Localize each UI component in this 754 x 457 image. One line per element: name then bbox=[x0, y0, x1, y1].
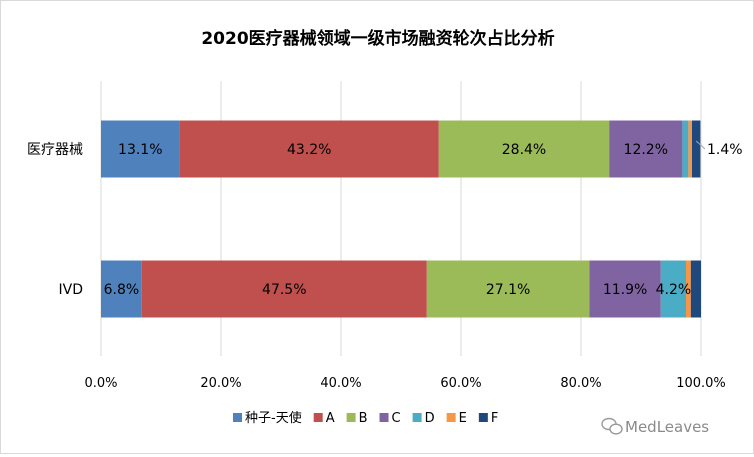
bar-segment bbox=[101, 260, 142, 318]
legend-label: E bbox=[459, 411, 467, 426]
x-tick-label: 80.0% bbox=[560, 376, 601, 391]
legend-swatch bbox=[233, 413, 242, 422]
legend-label: D bbox=[425, 411, 435, 426]
x-tick-label: 60.0% bbox=[440, 376, 481, 391]
x-tick-label: 40.0% bbox=[320, 376, 361, 391]
legend-label: F bbox=[491, 411, 498, 426]
data-label: 4.2% bbox=[656, 282, 692, 298]
bar-segment bbox=[101, 120, 180, 178]
data-label: 43.2% bbox=[287, 142, 331, 158]
x-tick-label: 100.0% bbox=[676, 376, 726, 391]
bars bbox=[101, 120, 701, 318]
bar-segment bbox=[686, 260, 691, 318]
legend-label: C bbox=[392, 411, 401, 426]
bar-segment bbox=[438, 120, 610, 178]
data-label: 1.4% bbox=[707, 142, 743, 158]
bar-segment bbox=[426, 260, 590, 318]
category-labels: 医疗器械 IVD bbox=[27, 142, 83, 298]
watermark: MedLeaves bbox=[601, 417, 709, 436]
data-label: 12.2% bbox=[624, 142, 668, 158]
bar-segment bbox=[682, 120, 689, 178]
legend-label: B bbox=[359, 411, 368, 426]
legend-swatch bbox=[346, 413, 356, 422]
legend-swatch bbox=[412, 413, 422, 422]
x-tick-label: 0.0% bbox=[84, 376, 117, 391]
data-label: 13.1% bbox=[118, 142, 162, 158]
bar-segment bbox=[609, 120, 683, 178]
category-label: 医疗器械 bbox=[27, 142, 83, 158]
legend-swatch bbox=[313, 413, 323, 422]
bar-segment bbox=[589, 260, 661, 318]
data-label: 28.4% bbox=[502, 142, 546, 158]
bar-segment bbox=[692, 120, 701, 178]
legend: 种子-天使 A B C D E F bbox=[233, 410, 498, 426]
bar-segment bbox=[141, 260, 427, 318]
bar-segment bbox=[688, 120, 692, 178]
data-label: 47.5% bbox=[262, 282, 306, 298]
bar-segment bbox=[690, 260, 701, 318]
watermark-text: MedLeaves bbox=[625, 418, 709, 436]
legend-swatch bbox=[379, 413, 389, 422]
x-tick-label: 20.0% bbox=[200, 376, 241, 391]
x-tick-labels: 0.0% 20.0% 40.0% 60.0% 80.0% 100.0% bbox=[84, 376, 725, 391]
chart-title: 2020医疗器械领域一级市场融资轮次占比分析 bbox=[201, 28, 554, 49]
legend-label: A bbox=[326, 411, 335, 426]
wechat-icon bbox=[601, 417, 623, 435]
bar-segment bbox=[179, 120, 439, 178]
legend-swatch bbox=[446, 413, 456, 422]
data-label: 11.9% bbox=[603, 282, 647, 298]
leader-line bbox=[695, 140, 706, 150]
data-label: 6.8% bbox=[104, 282, 140, 298]
data-labels: 13.1% 43.2% 28.4% 12.2% 1.4% 6.8% 47.5% 27.1% 11… bbox=[104, 140, 743, 298]
legend-swatch bbox=[478, 413, 488, 422]
bar-segment bbox=[660, 260, 686, 318]
legend-label: 种子-天使 bbox=[245, 410, 302, 426]
category-label: IVD bbox=[59, 282, 84, 298]
data-label: 27.1% bbox=[486, 282, 530, 298]
